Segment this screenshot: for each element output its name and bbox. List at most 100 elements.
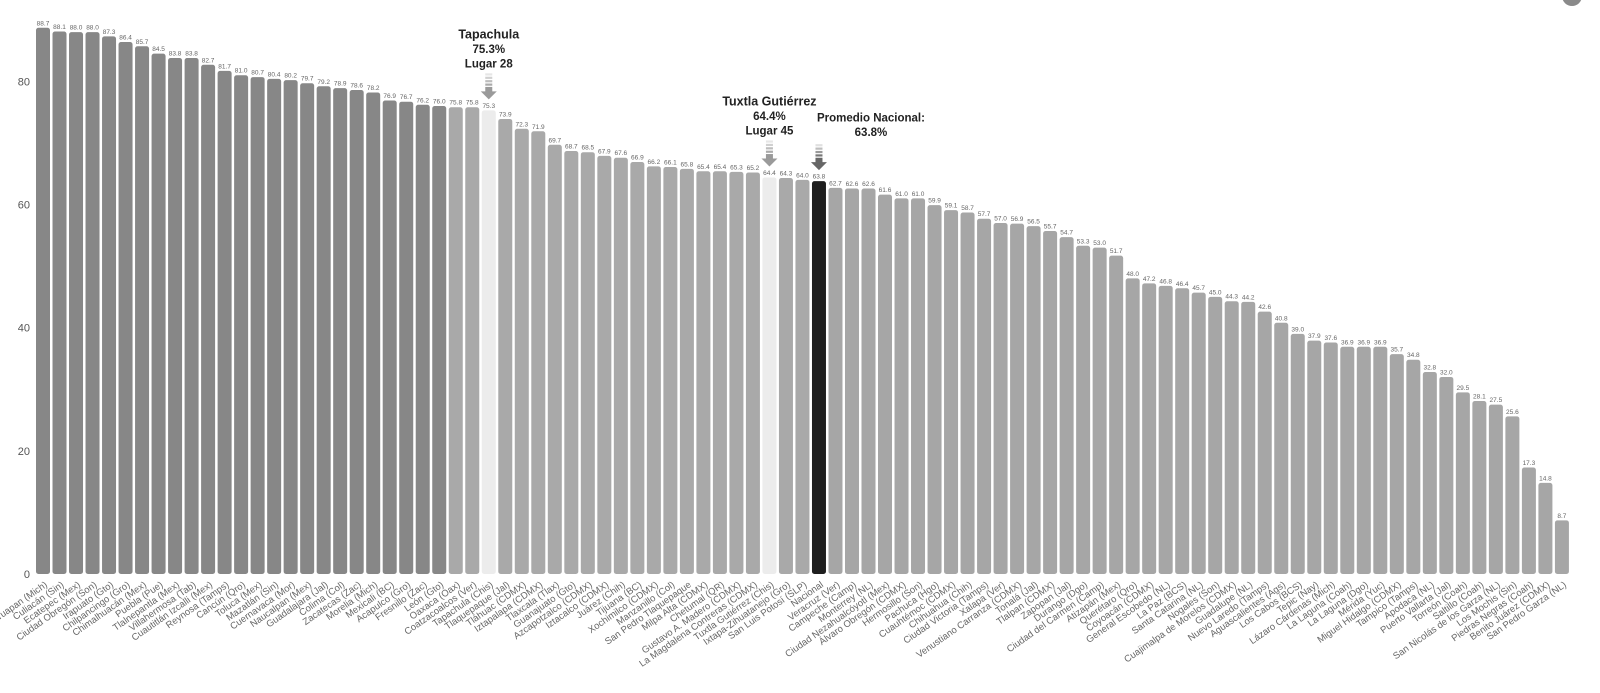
data-label: 72.3 [515, 121, 528, 128]
data-label: 63.8 [813, 174, 826, 181]
data-label: 88.0 [86, 25, 99, 32]
bar [712, 171, 727, 575]
bar [1142, 283, 1157, 574]
bar [1373, 346, 1388, 574]
data-label: 36.9 [1357, 339, 1370, 346]
data-label: 55.7 [1044, 224, 1057, 231]
data-label: 78.2 [367, 85, 380, 92]
data-label: 46.8 [1159, 278, 1172, 285]
data-label: 45.7 [1192, 285, 1205, 292]
data-label: 79.2 [317, 79, 330, 86]
bar [1439, 376, 1454, 574]
bar [151, 53, 166, 574]
bar [1158, 285, 1173, 574]
data-label: 71.9 [532, 124, 545, 131]
bar [85, 32, 100, 575]
bar [679, 168, 694, 574]
bar [448, 107, 463, 574]
bar [1554, 520, 1569, 574]
bar [316, 86, 331, 574]
data-label: 64.3 [780, 171, 793, 178]
data-label: 36.9 [1341, 339, 1354, 346]
y-tick-label: 20 [18, 446, 30, 458]
bar [977, 218, 992, 574]
data-label: 32.8 [1424, 365, 1437, 372]
y-axis: 0 20 40 60 80 [18, 76, 30, 581]
bar [168, 57, 183, 575]
bar [399, 101, 414, 574]
bar [1488, 404, 1503, 574]
annotation-label: Lugar 45 [745, 125, 794, 137]
y-tick-label: 80 [18, 76, 30, 88]
bar [36, 27, 50, 574]
bar [366, 92, 381, 574]
data-label: 32.0 [1440, 369, 1453, 376]
data-label: 73.9 [499, 111, 512, 118]
bar [184, 57, 199, 575]
bar [944, 210, 959, 575]
bar [1257, 311, 1272, 574]
data-label: 88.0 [70, 25, 83, 32]
data-label: 47.2 [1143, 276, 1156, 283]
bar [118, 41, 133, 574]
data-label: 8.7 [1557, 513, 1566, 520]
bar [1307, 340, 1322, 574]
data-label: 84.5 [152, 46, 165, 53]
annotations: Tapachula 75.3% Lugar 28 Tuxtla Gutiérrez 64… [458, 27, 925, 171]
bar [52, 31, 67, 575]
y-tick-label: 0 [24, 569, 30, 581]
data-label: 57.0 [994, 216, 1007, 223]
data-label: 79.7 [301, 76, 314, 83]
bar [217, 70, 232, 575]
bar [1026, 226, 1041, 574]
bar [415, 104, 430, 574]
bar [1092, 247, 1107, 575]
data-label: 39.0 [1291, 326, 1304, 333]
bar [1323, 342, 1338, 574]
bar [1472, 400, 1487, 574]
data-label: 27.5 [1490, 397, 1503, 404]
bar [1109, 255, 1124, 574]
bar [1356, 346, 1371, 574]
annotation-label: 64.4% [753, 111, 786, 123]
data-label: 29.5 [1457, 385, 1470, 392]
data-label: 67.9 [598, 148, 611, 155]
data-label: 65.2 [747, 165, 760, 172]
data-label: 58.7 [961, 205, 974, 212]
data-label: 83.8 [169, 50, 182, 57]
bar [580, 152, 595, 575]
data-label: 87.3 [103, 29, 116, 36]
data-label: 40.8 [1275, 315, 1288, 322]
annotation-label: 63.8% [855, 127, 888, 139]
data-label: 34.8 [1407, 352, 1420, 359]
data-label: 80.4 [268, 71, 281, 78]
data-label: 56.5 [1027, 219, 1040, 226]
bar [844, 188, 859, 574]
bar [1455, 392, 1470, 574]
bar [1076, 245, 1091, 574]
data-label: 61.6 [879, 187, 892, 194]
bar [1538, 482, 1553, 574]
bar [1505, 416, 1520, 574]
data-label: 61.0 [912, 191, 925, 198]
data-label: 66.1 [664, 159, 677, 166]
bar [911, 198, 926, 574]
bar [960, 212, 975, 574]
bar [1422, 372, 1437, 574]
data-label: 80.7 [251, 70, 264, 77]
data-label: 62.6 [846, 181, 859, 188]
bar [465, 107, 480, 574]
bar [729, 171, 744, 575]
bar [1059, 237, 1074, 574]
bar [745, 172, 760, 575]
bar [828, 187, 843, 574]
data-label: 88.1 [53, 24, 66, 31]
y-tick-label: 60 [18, 200, 30, 212]
bar [432, 106, 447, 575]
bar [333, 88, 348, 574]
data-label: 65.3 [730, 164, 743, 171]
bar [102, 36, 117, 574]
annotation-arrow-icon [480, 73, 497, 100]
corner-circle-decoration [1562, 0, 1582, 6]
bar [1241, 301, 1256, 574]
